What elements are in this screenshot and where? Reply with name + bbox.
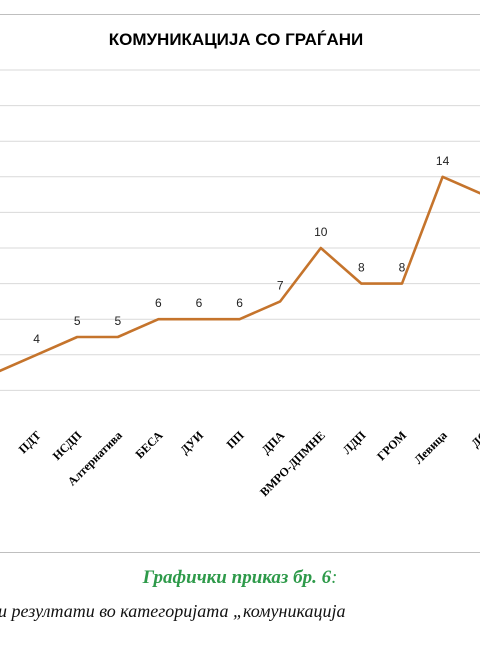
caption-heading-suffix: : (331, 567, 338, 588)
data-label: 6 (196, 296, 203, 310)
x-tick-label: ДС (468, 428, 480, 450)
series-line-layer (0, 175, 480, 373)
data-label: 4 (33, 332, 40, 346)
data-label: 6 (155, 296, 162, 310)
data-label: 10 (314, 225, 328, 239)
data-labels: 45566671088141 (33, 154, 480, 346)
data-label: 5 (74, 314, 81, 328)
data-label: 5 (114, 314, 121, 328)
chart-title: КОМУНИКАЦИЈА СО ГРАЃАНИ (109, 30, 364, 49)
data-label: 8 (399, 261, 406, 275)
x-tick-label: Левица (411, 428, 450, 467)
x-tick-label: ДУИ (177, 428, 206, 457)
x-tick-label: ПП (224, 428, 248, 452)
x-tick-label: БЕСА (133, 428, 166, 461)
x-tick-label: ДПА (259, 428, 288, 457)
x-tick-label: ПДТ (16, 428, 44, 456)
data-label: 7 (277, 278, 284, 292)
line-chart: КОМУНИКАЦИЈА СО ГРАЃАНИ 45566671088141 П… (0, 30, 480, 499)
data-label: 6 (236, 296, 243, 310)
data-label: 8 (358, 261, 365, 275)
x-tick-label: ЛДП (340, 428, 369, 457)
figure-caption-subtitle: и резултати во категоријата „комуникациј… (0, 601, 346, 621)
series-line (0, 175, 480, 373)
figure-caption-heading: Графички приказ бр. 6: (0, 567, 480, 589)
caption-heading-text: Графички приказ бр. 6 (142, 567, 332, 588)
x-tick-label: НСДП (50, 428, 85, 463)
data-label: 14 (436, 154, 450, 168)
gridlines (0, 69, 480, 391)
x-tick-label: ГРОМ (374, 428, 409, 463)
